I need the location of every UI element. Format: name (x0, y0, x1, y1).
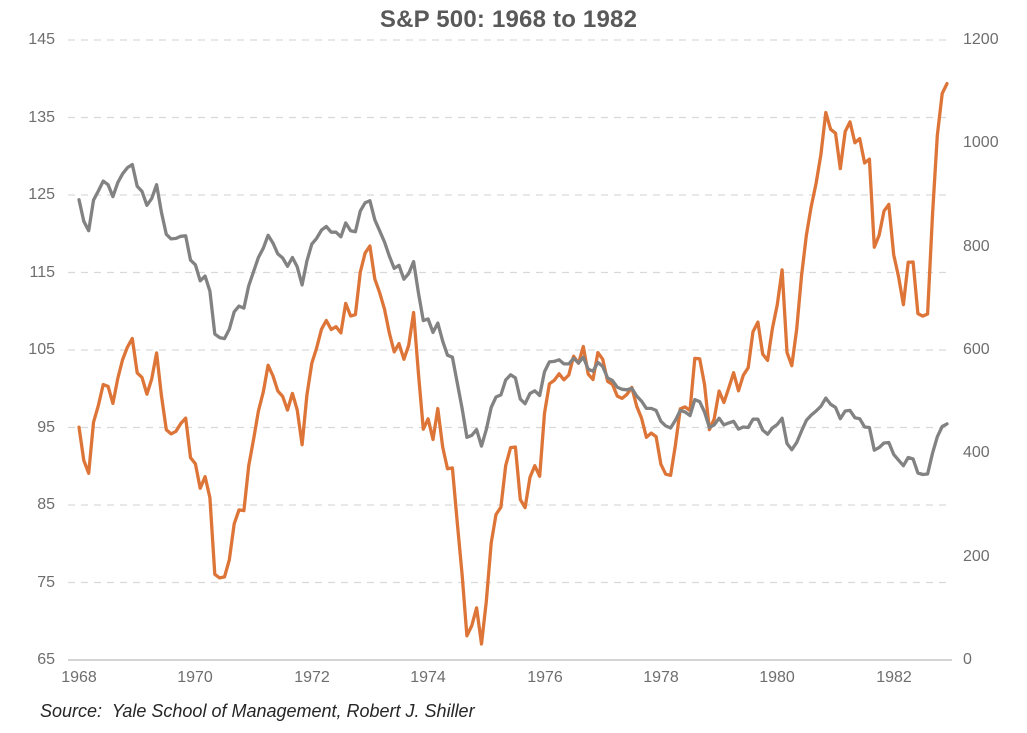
chart-title: S&P 500: 1968 to 1982 (379, 6, 638, 33)
x-axis-tick-label: 1970 (177, 669, 213, 686)
right-axis-tick-label: 600 (963, 341, 990, 358)
x-axis-tick-label: 1978 (643, 669, 679, 686)
right-axis-tick-label: 400 (963, 444, 990, 461)
x-axis-tick-label: 1968 (61, 669, 97, 686)
x-axis-tick-label: 1972 (294, 669, 330, 686)
left-axis-tick-label: 75 (37, 574, 55, 591)
right-axis-tick-label: 0 (963, 651, 972, 668)
right-axis-tick-label: 1000 (963, 134, 999, 151)
left-axis-tick-label: 105 (28, 341, 55, 358)
source-note: Source: Yale School of Management, Rober… (40, 701, 475, 721)
x-axis-tick-label: 1976 (527, 669, 563, 686)
right-axis-tick-label: 200 (963, 548, 990, 565)
x-axis-tick-label: 1980 (759, 669, 795, 686)
right-axis-tick-label: 800 (963, 238, 990, 255)
left-axis-tick-label: 95 (37, 419, 55, 436)
left-axis-tick-label: 135 (28, 109, 55, 126)
x-axis-tick-label: 1974 (410, 669, 446, 686)
left-axis-tick-label: 125 (28, 186, 55, 203)
x-axis-tick-label: 1982 (876, 669, 912, 686)
left-axis-tick-label: 65 (37, 651, 55, 668)
gray-series-line (77, 162, 949, 477)
orange-series-line (77, 81, 949, 646)
left-axis-tick-label: 85 (37, 496, 55, 513)
right-axis-tick-label: 1200 (963, 31, 999, 48)
left-axis-tick-label: 115 (29, 264, 55, 281)
left-axis-tick-label: 145 (28, 31, 55, 48)
